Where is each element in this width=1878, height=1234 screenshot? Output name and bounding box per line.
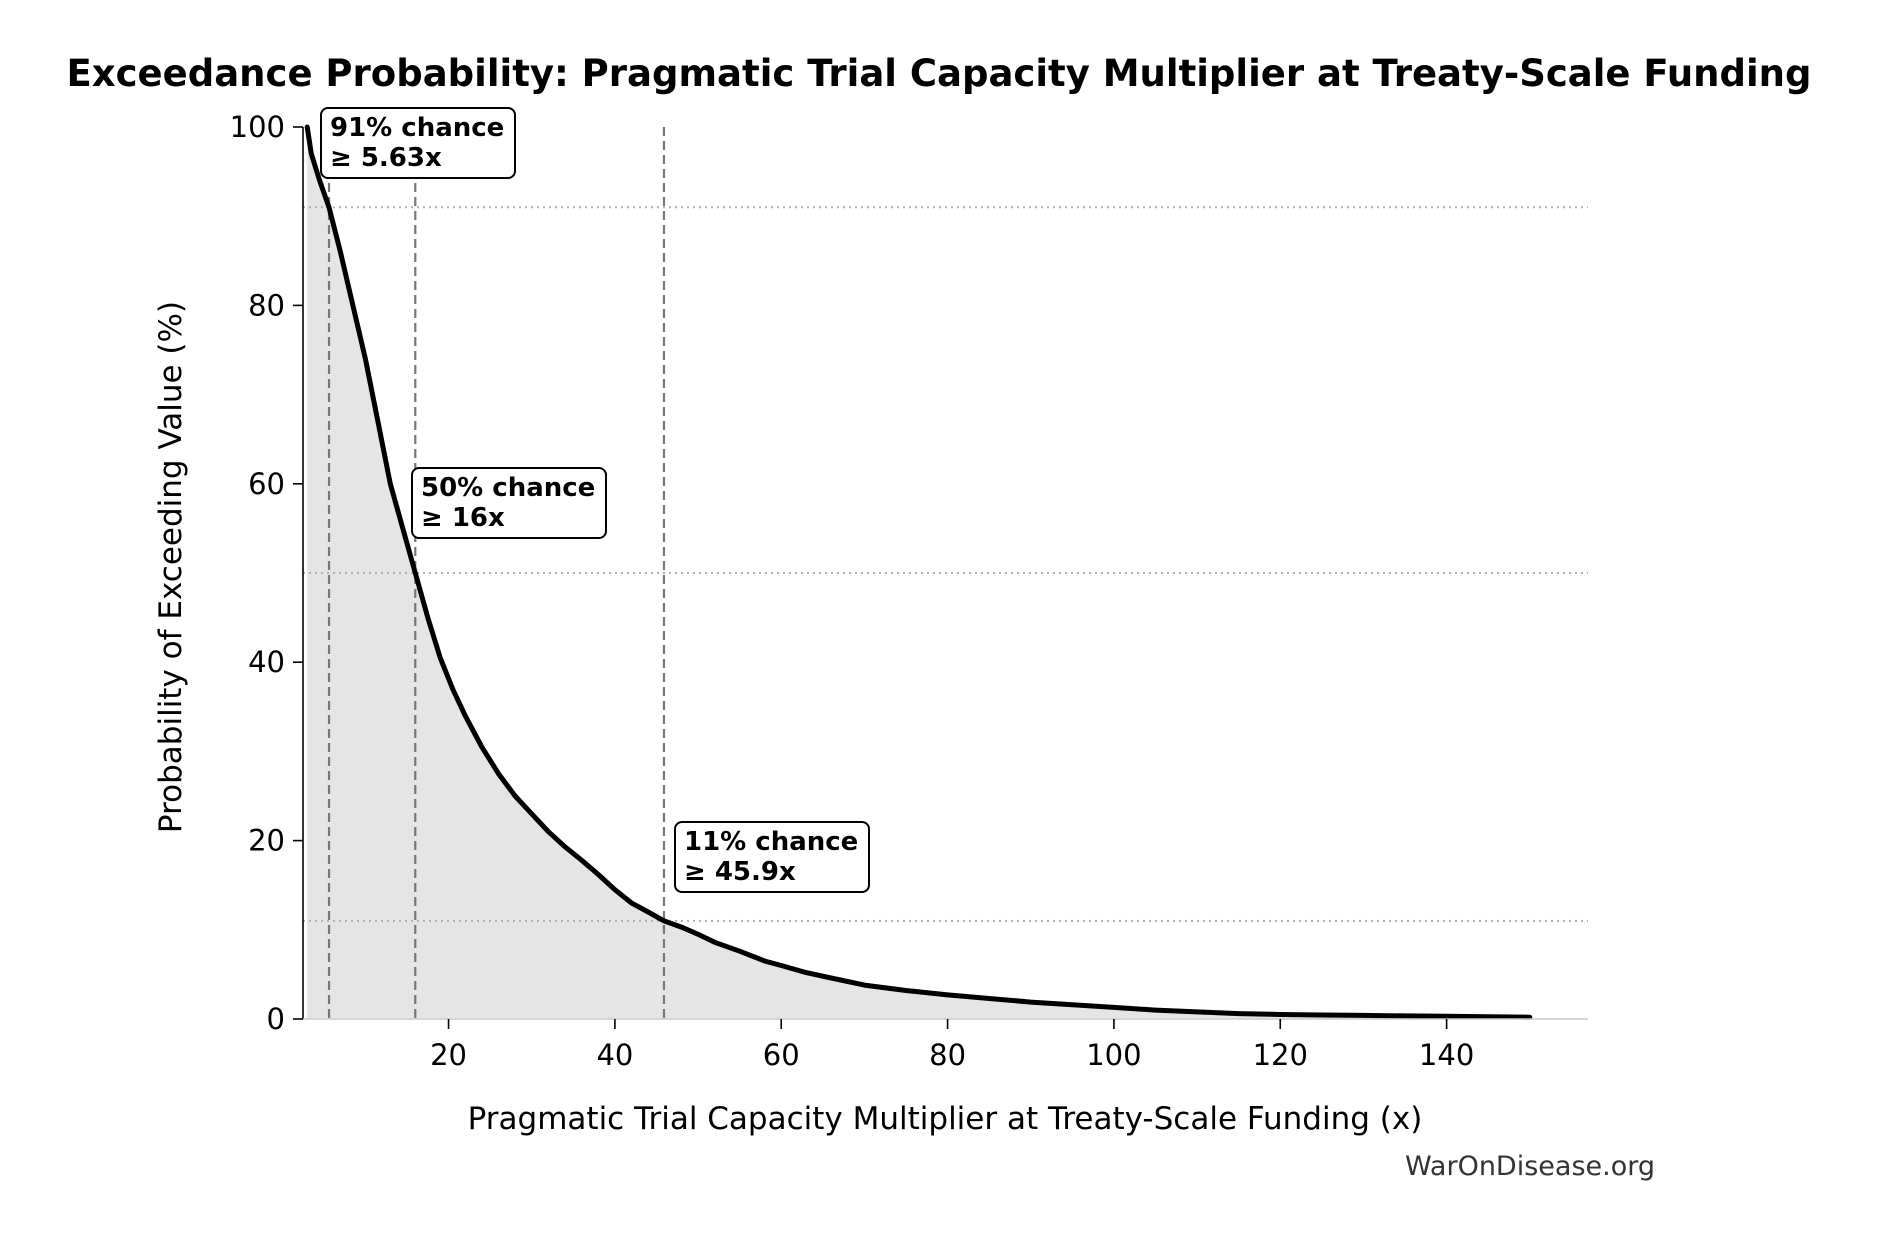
plot-area bbox=[303, 124, 1588, 1020]
x-tick-label: 60 bbox=[763, 1038, 800, 1072]
source-credit: WarOnDisease.org bbox=[1405, 1151, 1655, 1182]
chart-title: Exceedance Probability: Pragmatic Trial … bbox=[66, 52, 1811, 95]
annotation-frame bbox=[411, 467, 607, 539]
annotations: 91% chance≥ 5.63x 50% chance≥ 16x 11% chan… bbox=[320, 107, 870, 893]
annotation-threshold-label: ≥ 45.9x bbox=[684, 857, 796, 887]
x-tick-label: 40 bbox=[596, 1038, 633, 1072]
y-tick-label: 40 bbox=[248, 645, 285, 679]
y-tick-label: 100 bbox=[230, 110, 285, 144]
y-tick-label: 20 bbox=[248, 824, 285, 858]
annotation-box: 11% chance≥ 45.9x bbox=[674, 821, 870, 893]
y-axis-label: Probability of Exceeding Value (%) bbox=[153, 301, 189, 833]
annotation-threshold-label: ≥ 5.63x bbox=[330, 143, 442, 173]
y-tick-label: 0 bbox=[267, 1002, 285, 1036]
x-tick-label: 80 bbox=[929, 1038, 966, 1072]
annotation-chance-label: 91% chance bbox=[330, 113, 504, 143]
annotation-chance-label: 11% chance bbox=[684, 827, 858, 857]
annotation-box: 91% chance≥ 5.63x bbox=[320, 107, 516, 179]
annotation-chance-label: 50% chance bbox=[421, 473, 595, 503]
y-tick-label: 80 bbox=[248, 288, 285, 322]
x-tick-label: 20 bbox=[430, 1038, 467, 1072]
y-tick-label: 60 bbox=[248, 467, 285, 501]
x-tick-label: 100 bbox=[1086, 1038, 1141, 1072]
x-tick-label: 120 bbox=[1253, 1038, 1308, 1072]
annotation-frame bbox=[320, 107, 516, 179]
axes: 0 20 40 60 80 100 20 40 60 80 100 120 140 bbox=[230, 110, 1588, 1072]
annotation-frame bbox=[674, 821, 870, 893]
exceedance-curve bbox=[304, 124, 1533, 1020]
x-axis-label: Pragmatic Trial Capacity Multiplier at T… bbox=[468, 1101, 1423, 1137]
annotation-threshold-label: ≥ 16x bbox=[421, 503, 505, 533]
x-tick-label: 140 bbox=[1419, 1038, 1474, 1072]
annotation-box: 50% chance≥ 16x bbox=[411, 467, 607, 539]
exceedance-area bbox=[307, 127, 1530, 1019]
